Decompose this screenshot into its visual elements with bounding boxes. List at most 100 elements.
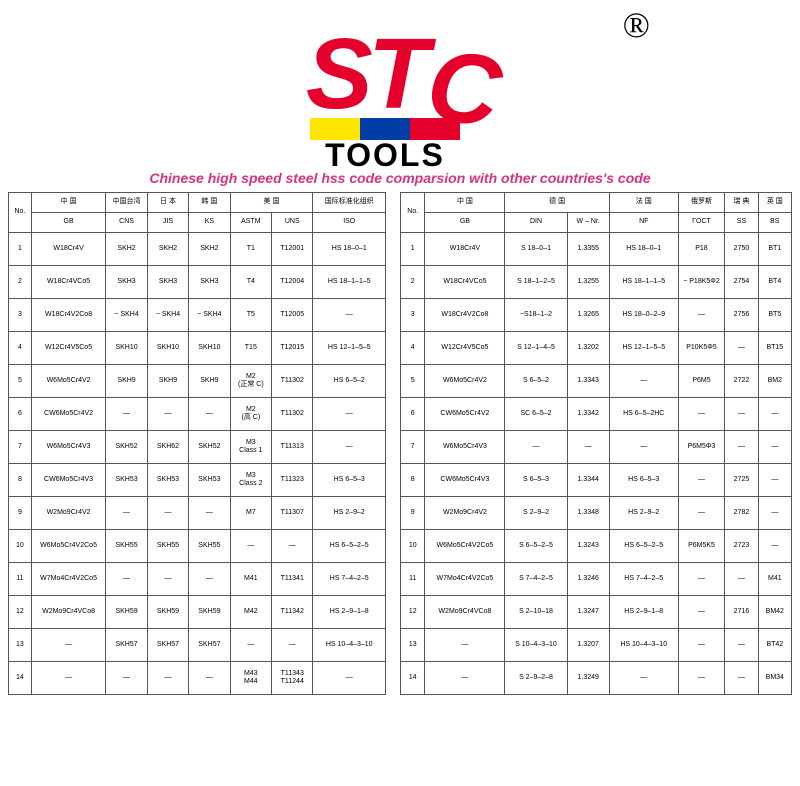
table-cell: 8 (401, 464, 425, 497)
table-cell: SKH9 (106, 365, 147, 398)
table-cell: HS 18–0–1 (313, 233, 386, 266)
table-cell: P18 (678, 233, 725, 266)
table-cell: S 2–9–2–8 (505, 662, 567, 695)
table-cell: 9 (9, 497, 32, 530)
col-din: DIN (505, 213, 567, 233)
col-china: 中 国 (31, 193, 106, 213)
table-cell: W18Cr4V2Co8 (425, 299, 505, 332)
table-cell: 1.3255 (567, 266, 609, 299)
col-uk: 英 国 (758, 193, 791, 213)
table-cell: 13 (401, 629, 425, 662)
table-cell: W18Cr4V (31, 233, 106, 266)
table-row: 3W18Cr4V2Co8~S18–1–21.3265HS 18–0–2–9—27… (401, 299, 792, 332)
table-cell: S 18–0–1 (505, 233, 567, 266)
table-cell: — (106, 398, 147, 431)
table-cell: HS 6–5–2–5 (609, 530, 678, 563)
table-cell: P6M5 (678, 365, 725, 398)
table-cell: 8 (9, 464, 32, 497)
table-cell: 3 (9, 299, 32, 332)
table-cell: HS 2–9–1–8 (609, 596, 678, 629)
table-cell: 4 (9, 332, 32, 365)
table-cell: — (758, 398, 791, 431)
table-cell: M43M44 (230, 662, 271, 695)
table-cell: BT15 (758, 332, 791, 365)
table-cell: P6M5Φ3 (678, 431, 725, 464)
table-cell: 2716 (725, 596, 758, 629)
table-cell: M3Class 1 (230, 431, 271, 464)
table-cell: S 12–1–4–5 (505, 332, 567, 365)
table-cell: — (725, 431, 758, 464)
table-cell: — (230, 530, 271, 563)
table-cell: SKH55 (106, 530, 147, 563)
table-cell: SKH62 (147, 431, 188, 464)
table-cell: 13 (9, 629, 32, 662)
table-cell: 9 (401, 497, 425, 530)
table-cell: HS 6–5–3 (609, 464, 678, 497)
table-cell: SKH59 (189, 596, 230, 629)
col-no: No. (9, 193, 32, 233)
table-cell: BM2 (758, 365, 791, 398)
table-cell: 2 (401, 266, 425, 299)
table-cell: T11307 (272, 497, 313, 530)
table-cell: P6M5K5 (678, 530, 725, 563)
table-cell: W6Mo5Cr4V3 (425, 431, 505, 464)
table-cell: T11323 (272, 464, 313, 497)
table-cell: — (147, 662, 188, 695)
table-row: 11W7Mo4Cr4V2Co5S 7–4–2–51.3246HS 7–4–2–5… (401, 563, 792, 596)
table-cell: SKH3 (189, 266, 230, 299)
table-cell: 11 (401, 563, 425, 596)
table-cell: SKH10 (189, 332, 230, 365)
table-cell: — (725, 629, 758, 662)
table-cell: — (106, 563, 147, 596)
svg-text:C: C (421, 28, 510, 149)
table-cell: BT42 (758, 629, 791, 662)
table-cell: — (678, 662, 725, 695)
table-cell: — (31, 662, 106, 695)
table-cell: T11342 (272, 596, 313, 629)
table-cell: M2(高 C) (230, 398, 271, 431)
table-row: 4W12Cr4V5Co5S 12–1–4–51.3202HS 12–1–5–5P… (401, 332, 792, 365)
table-row: 8CW6Mo5Cr4V3S 6–5–31.3344HS 6–5–3—2725— (401, 464, 792, 497)
table-cell: — (313, 431, 386, 464)
table-cell: M7 (230, 497, 271, 530)
table-cell: SKH55 (147, 530, 188, 563)
table-cell: HS 10–4–3–10 (609, 629, 678, 662)
table-cell: 1.3207 (567, 629, 609, 662)
table-cell: — (678, 629, 725, 662)
table-cell: T4 (230, 266, 271, 299)
col-bs: BS (758, 213, 791, 233)
table-cell: — (758, 497, 791, 530)
table-cell: 2754 (725, 266, 758, 299)
table-cell: W6Mo5Cr4V2 (425, 365, 505, 398)
col-iso-sub: ISO (313, 213, 386, 233)
table-cell: 6 (9, 398, 32, 431)
table-row: 7W6Mo5Cr4V3———P6M5Φ3—— (401, 431, 792, 464)
table-row: 8CW6Mo5Cr4V3SKH53SKH53SKH53M3Class 2T113… (9, 464, 386, 497)
table-cell: SKH53 (189, 464, 230, 497)
col-china: 中 国 (425, 193, 505, 213)
table-cell: S 2–9–2 (505, 497, 567, 530)
svg-text:TOOLS: TOOLS (325, 137, 445, 168)
col-russia: 俄罗斯 (678, 193, 725, 213)
table-row: 14————M43M44T11343T11244— (9, 662, 386, 695)
table-cell: ~ P18K5Φ2 (678, 266, 725, 299)
table-cell: — (678, 299, 725, 332)
col-cns: CNS (106, 213, 147, 233)
table-cell: 1.3243 (567, 530, 609, 563)
table-row: 11W7Mo4Cr4V2Co5———M41T11341HS 7–4–2–5 (9, 563, 386, 596)
table-cell: — (609, 662, 678, 695)
table-cell: SKH52 (189, 431, 230, 464)
table-cell: W18Cr4V2Co8 (31, 299, 106, 332)
table-cell: CW6Mo5Cr4V3 (425, 464, 505, 497)
table-cell: SKH10 (147, 332, 188, 365)
table-cell: S 18–1–2–5 (505, 266, 567, 299)
table-cell: W18Cr4VCo5 (31, 266, 106, 299)
table-cell: W2Mo9Cr4VCo8 (425, 596, 505, 629)
table-cell: BT4 (758, 266, 791, 299)
table-row: 9W2Mo9Cr4V2S 2–9–21.3348HS 2–9–2—2782— (401, 497, 792, 530)
table-cell: CW6Mo5Cr4V2 (425, 398, 505, 431)
table-cell: 11 (9, 563, 32, 596)
table-cell: — (31, 629, 106, 662)
table-cell: SKH10 (106, 332, 147, 365)
table-cell: — (313, 299, 386, 332)
